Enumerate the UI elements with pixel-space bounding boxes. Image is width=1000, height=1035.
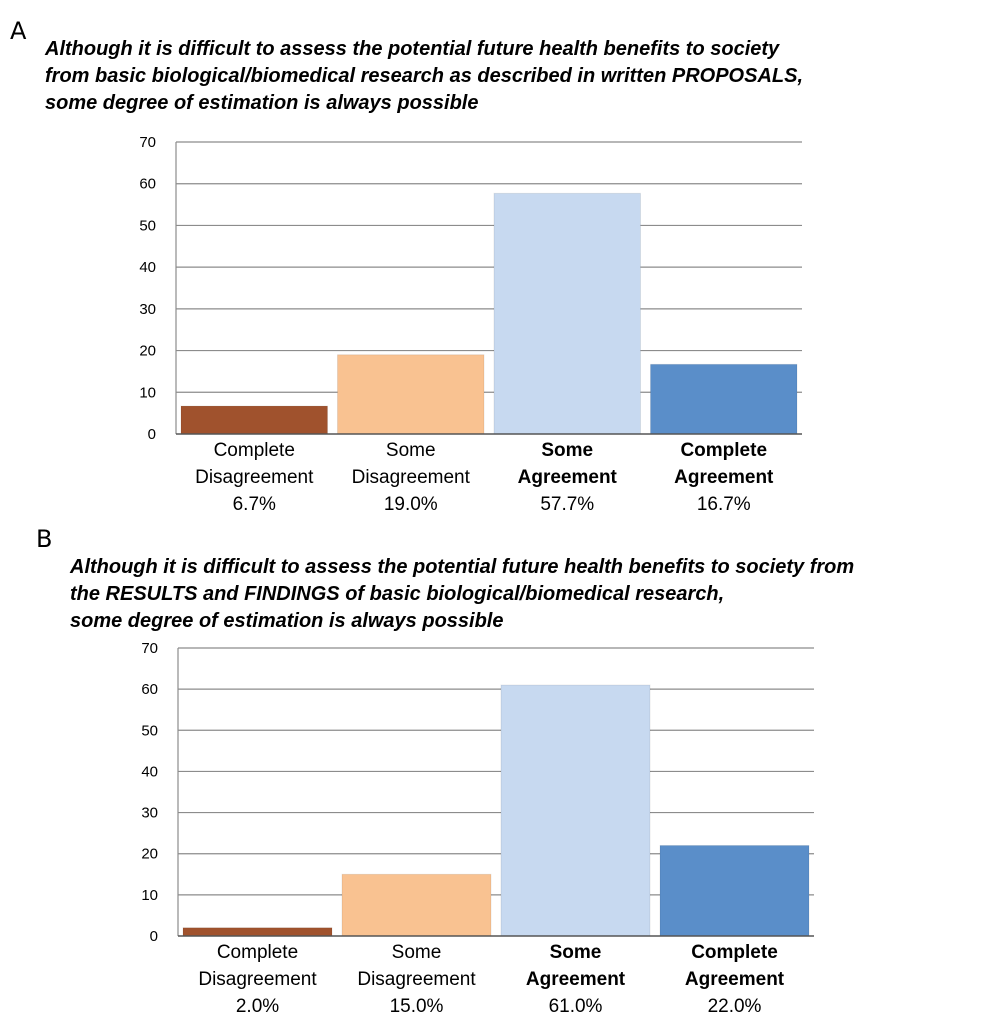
chart-b-bar-3 — [500, 684, 651, 937]
chart-a-ytick-label: 60 — [139, 176, 156, 193]
chart-b-value-label: 61.0% — [549, 996, 603, 1017]
chart-b-bar-2 — [341, 873, 492, 937]
chart-b-ytick-label: 30 — [141, 805, 158, 822]
chart-a-ytick-label: 50 — [139, 217, 156, 234]
chart-a-category-label: Agreement — [674, 467, 774, 488]
chart-a-category-label: Agreement — [518, 467, 618, 488]
chart-a-bar-1 — [180, 405, 328, 435]
chart-a-category-label: Some — [541, 440, 593, 461]
chart-a-title-line-1: Although it is difficult to assess the p… — [45, 38, 780, 60]
chart-a-value-label: 6.7% — [233, 494, 276, 515]
chart-b-ytick-label: 0 — [150, 928, 158, 945]
chart-b-value-label: 2.0% — [236, 996, 279, 1017]
chart-b-title: Although it is difficult to assess the p… — [70, 554, 854, 635]
chart-a-category-label: Disagreement — [195, 467, 314, 488]
chart-a-category-label: Complete — [214, 440, 295, 461]
chart-a-ytick-label: 10 — [139, 384, 156, 401]
chart-b-category-label: Some — [392, 942, 442, 963]
chart-b-category-label: Agreement — [526, 969, 626, 990]
chart-a-ytick-label: 30 — [139, 301, 156, 318]
chart-a-ytick-label: 70 — [139, 134, 156, 151]
chart-b-ytick-label: 40 — [141, 763, 158, 780]
chart-b-category-label: Complete — [217, 942, 298, 963]
chart-a-ytick-label: 40 — [139, 259, 156, 276]
chart-b-ytick-label: 20 — [141, 846, 158, 863]
chart-a: 0 10 20 30 40 50 60 70 Complete Disagreement 6.7% S… — [139, 134, 802, 515]
chart-a-value-label: 19.0% — [384, 494, 438, 515]
chart-a-title-line-3: some degree of estimation is always poss… — [45, 92, 479, 114]
chart-b-ytick-label: 50 — [141, 722, 158, 739]
chart-b-ytick-label: 70 — [141, 640, 158, 657]
chart-b-category-label: Disagreement — [357, 969, 476, 990]
chart-a-category-label: Complete — [680, 440, 767, 461]
chart-b-title-line-2: the RESULTS and FINDINGS of basic biolog… — [70, 583, 725, 605]
chart-b-category-label: Complete — [691, 942, 778, 963]
chart-a-bar-4 — [650, 363, 798, 435]
chart-a-value-label: 57.7% — [540, 494, 594, 515]
chart-b-ytick-label: 10 — [141, 887, 158, 904]
chart-a-ytick-label: 0 — [148, 426, 156, 443]
chart-b-title-line-3: some degree of estimation is always poss… — [70, 610, 504, 632]
chart-a-title: Although it is difficult to assess the p… — [45, 36, 803, 117]
chart-b-category-label: Disagreement — [198, 969, 317, 990]
chart-b-title-line-1: Although it is difficult to assess the p… — [70, 556, 855, 578]
chart-b-ytick-label: 60 — [141, 681, 158, 698]
chart-b: 0 10 20 30 40 50 60 70 Complete Disagreement 2.0% S… — [141, 640, 814, 1017]
chart-a-ytick-label: 20 — [139, 343, 156, 360]
chart-b-category-label: Some — [550, 942, 602, 963]
chart-b-category-label: Agreement — [685, 969, 785, 990]
chart-a-category-label: Disagreement — [352, 467, 471, 488]
chart-b-value-label: 22.0% — [708, 996, 762, 1017]
chart-b-value-label: 15.0% — [390, 996, 444, 1017]
chart-a-title-line-2: from basic biological/biomedical researc… — [45, 65, 803, 87]
panel-letter-b: B — [36, 525, 53, 553]
chart-b-bar-1 — [182, 927, 333, 937]
panel-letter-a: A — [10, 17, 27, 45]
chart-a-bar-3 — [493, 192, 641, 435]
panel-b: B Although it is difficult to assess the… — [0, 522, 1000, 1035]
chart-b-bar-4 — [659, 844, 810, 937]
chart-a-category-label: Some — [386, 440, 436, 461]
panel-a: A Although it is difficult to assess the… — [10, 17, 803, 515]
chart-a-bar-2 — [337, 354, 485, 435]
chart-a-value-label: 16.7% — [697, 494, 751, 515]
